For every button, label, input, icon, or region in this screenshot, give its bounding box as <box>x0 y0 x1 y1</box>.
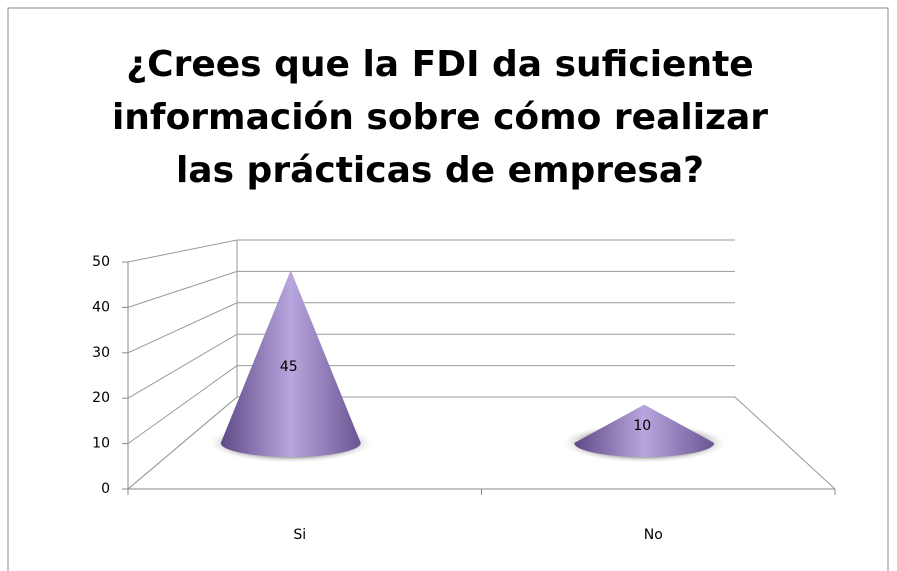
y-tick-label: 10 <box>92 436 110 452</box>
value-label: 45 <box>280 359 298 375</box>
value-label: 10 <box>633 418 651 434</box>
cone <box>574 404 715 458</box>
y-tick-label: 50 <box>92 254 110 270</box>
x-tick-label: No <box>644 527 663 543</box>
cone <box>220 270 361 458</box>
x-tick-label: Si <box>293 527 306 543</box>
y-tick-label: 20 <box>92 390 110 406</box>
grid-line <box>127 270 735 308</box>
y-tick-label: 0 <box>101 481 110 497</box>
grid-line <box>127 239 735 263</box>
grid-line <box>127 302 735 354</box>
grid-line <box>127 365 735 445</box>
frame <box>7 7 889 571</box>
y-tick-label: 30 <box>92 345 110 361</box>
grid-line <box>127 396 735 490</box>
y-tick-label: 40 <box>92 299 110 315</box>
chart-title: ¿Crees que la FDI da suficiente informac… <box>111 44 769 191</box>
grid-line <box>127 333 735 399</box>
